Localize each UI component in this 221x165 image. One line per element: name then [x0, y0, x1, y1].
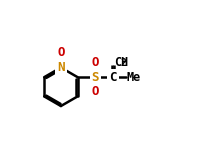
- Text: Me: Me: [126, 71, 141, 84]
- Text: 2: 2: [121, 58, 127, 68]
- Text: O: O: [57, 46, 65, 59]
- Text: C: C: [109, 71, 117, 84]
- Text: CH: CH: [114, 56, 128, 69]
- Text: S: S: [91, 71, 99, 84]
- Text: O: O: [91, 56, 99, 69]
- Text: N: N: [57, 61, 65, 74]
- Text: O: O: [91, 85, 99, 98]
